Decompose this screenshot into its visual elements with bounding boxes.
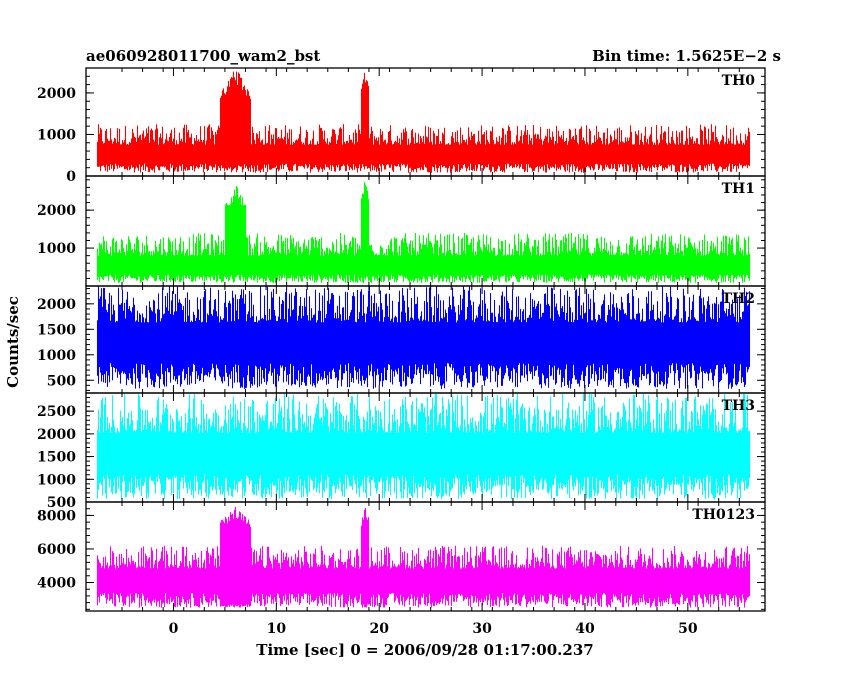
- panels-group: 0 1000 2000 TH0 1000 2000 TH1 500 1000 1500 2000 TH…: [37, 67, 766, 612]
- chart-title-left: ae060928011700_wam2_bst: [86, 47, 320, 65]
- panel-label: TH0: [722, 73, 756, 89]
- y-tick-label: 1000: [37, 241, 76, 257]
- x-tick-label: 20: [369, 621, 389, 637]
- x-tick-label: 30: [472, 621, 492, 637]
- x-tick-label: 40: [575, 621, 595, 637]
- panel-th1: 1000 2000 TH1: [37, 175, 766, 287]
- y-tick-label: 8000: [37, 508, 76, 524]
- x-tick-labels: 0 10 20 30 40 50: [169, 621, 698, 637]
- y-tick-label: 1500: [37, 450, 76, 466]
- panel-label: TH3: [722, 398, 755, 414]
- y-tick-label: 0: [66, 169, 76, 185]
- series-trace-th3: [96, 393, 751, 500]
- x-tick-label: 50: [678, 621, 698, 637]
- y-tick-label: 2000: [37, 297, 76, 313]
- panel-label: TH2: [722, 291, 755, 307]
- panel-th0: 0 1000 2000 TH0: [37, 67, 766, 185]
- panel-th3: 500 1000 1500 2000 2500 TH3: [37, 392, 766, 511]
- y-tick-label: 2000: [37, 86, 76, 102]
- panel-th2: 500 1000 1500 2000 TH2: [37, 285, 766, 394]
- x-tick-label: 0: [169, 621, 179, 637]
- y-tick-label: 2000: [37, 427, 76, 443]
- y-tick-label: 1000: [37, 348, 76, 364]
- series-trace-th0123: [96, 506, 751, 608]
- y-axis-label: Counts/sec: [4, 296, 22, 388]
- chart-title-right: Bin time: 1.5625E−2 s: [592, 47, 781, 65]
- y-tick-label: 1000: [37, 472, 76, 488]
- y-tick-label: 2500: [37, 404, 76, 420]
- y-tick-label: 2000: [37, 203, 76, 219]
- panel-frame: [85, 501, 766, 612]
- y-tick-label: 500: [47, 495, 76, 511]
- panel-label: TH1: [722, 181, 755, 197]
- x-tick-label: 10: [267, 621, 287, 637]
- series-trace-th2: [96, 286, 751, 389]
- panel-th0123: 4000 6000 8000 TH0123: [37, 501, 766, 612]
- y-tick-label: 4000: [37, 575, 76, 591]
- y-tick-label: 6000: [37, 542, 76, 558]
- panel-label: TH0123: [692, 507, 755, 523]
- series-trace-th1: [96, 182, 751, 283]
- y-tick-label: 1000: [37, 127, 76, 143]
- y-tick-label: 1500: [37, 322, 76, 338]
- series-trace-th0: [96, 71, 751, 173]
- y-tick-label: 500: [47, 373, 76, 389]
- x-axis-label: Time [sec] 0 = 2006/09/28 01:17:00.237: [256, 641, 593, 659]
